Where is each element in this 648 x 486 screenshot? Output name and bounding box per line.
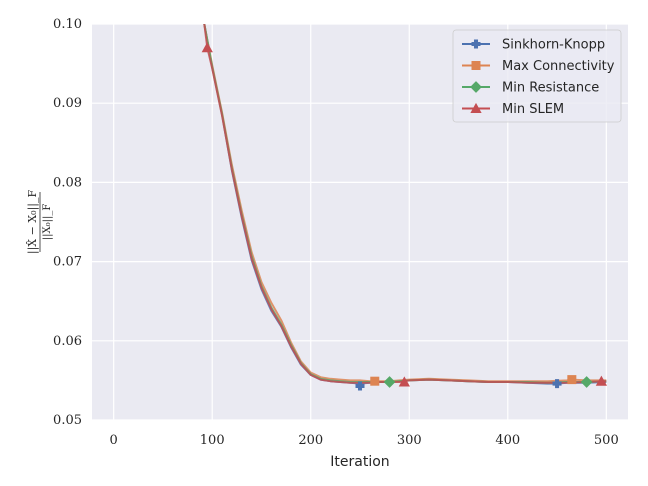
series-marker	[398, 376, 410, 387]
legend: Sinkhorn-Knopp Max Connectivity Min Resist…	[452, 29, 622, 123]
y-axis-label-numerator: ||X̂ − X₀||_F	[26, 190, 40, 255]
markers-layer	[201, 42, 608, 391]
legend-label: Max Connectivity	[502, 59, 615, 74]
series-marker	[370, 376, 380, 386]
y-tick-label: 0.09	[53, 96, 82, 111]
x-tick-label: 200	[298, 433, 323, 448]
series-marker	[201, 42, 213, 53]
x-tick-label: 500	[594, 433, 619, 448]
y-tick-label: 0.07	[53, 255, 82, 270]
x-tick-label: 100	[200, 433, 225, 448]
y-axis-label: ||X̂ − X₀||_F ||X₀||_F	[26, 190, 53, 255]
y-tick-label: 0.08	[53, 175, 82, 190]
legend-box	[452, 29, 622, 123]
series-marker	[595, 375, 608, 386]
legend-marker	[470, 102, 482, 113]
series-marker	[567, 375, 577, 385]
legend-label: Sinkhorn-Knopp	[502, 38, 605, 53]
x-tick-label: 0	[110, 433, 118, 448]
x-tick-labels: 0 100 200 300 400 500	[110, 433, 619, 448]
legend-label: Min SLEM	[502, 102, 564, 117]
series-marker	[580, 376, 593, 388]
y-tick-label: 0.06	[53, 334, 82, 349]
series-line	[203, 24, 607, 384]
legend-marker	[470, 81, 482, 93]
x-tick-label: 400	[495, 433, 520, 448]
y-tick-label: 0.10	[53, 17, 82, 32]
series-marker	[552, 379, 562, 389]
series-marker	[355, 381, 365, 391]
y-tick-labels: 0.05 0.06 0.07 0.08 0.09 0.10	[53, 17, 82, 428]
y-axis-label-denominator: ||X₀||_F	[42, 204, 53, 241]
legend-marker	[471, 61, 481, 70]
y-tick-label: 0.05	[53, 413, 82, 428]
x-axis-label: Iteration	[330, 454, 389, 470]
legend-label: Min Resistance	[502, 81, 599, 96]
legend-marker	[471, 39, 481, 49]
x-tick-label: 300	[397, 433, 422, 448]
series-marker	[383, 376, 396, 388]
